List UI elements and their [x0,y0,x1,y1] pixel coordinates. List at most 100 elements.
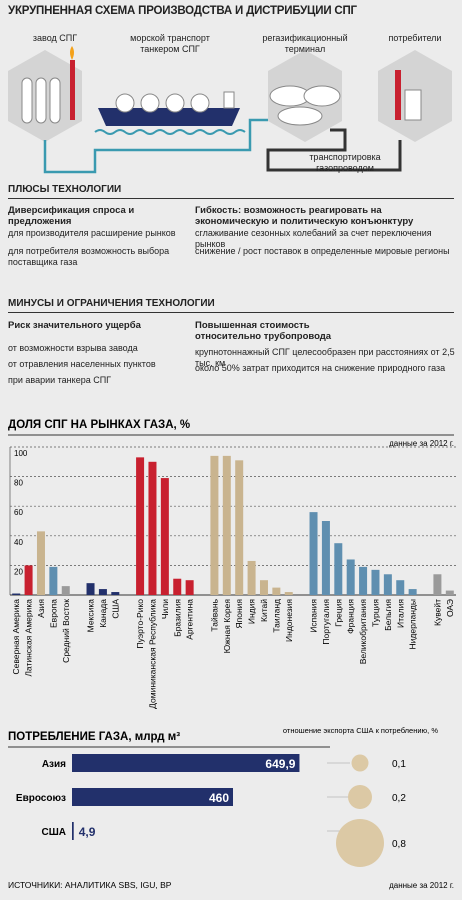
bar [396,580,405,595]
bar [309,512,318,595]
x-tick-label: Индонезия [284,599,294,642]
node-label: морской транспорт танкером СПГ [130,33,210,54]
section-title: МИНУСЫ И ОГРАНИЧЕНИЯ ТЕХНОЛОГИИ [8,298,215,309]
x-tick-label: США [110,599,120,619]
bar [433,574,442,595]
value-label: 4,9 [79,825,96,839]
item: при аварии танкера СПГ [8,375,112,385]
category-label: Азия [42,759,66,770]
bubble-title: отношение экспорта США к потреблению, % [283,726,438,735]
x-tick-label: Китай [259,599,269,622]
source: ИСТОЧНИКИ: АНАЛИТИКА SBS, IGU, BP [8,880,172,890]
x-tick-label: Бразилия [172,599,182,637]
x-tick-label: Европа [48,599,58,628]
value-label: 649,9 [265,757,295,771]
bubble-label: 0,8 [392,839,406,850]
bubble-label: 0,2 [392,793,406,804]
value-label: 460 [209,791,229,805]
bar [346,559,355,595]
bar [12,593,21,595]
bar [86,583,95,595]
bar [445,590,454,595]
item: для потребителя возможность выбора поста… [8,246,170,267]
bar [72,822,74,840]
bar [61,586,70,595]
bar [247,560,256,595]
note: данные за 2012 г. [389,439,454,448]
bar [408,589,417,595]
bar [284,592,293,595]
x-tick-label: Нидерланды [408,599,418,649]
item: от отравления населенных пунктов [8,359,156,369]
category-label: США [42,827,67,838]
x-tick-label: Греция [333,599,343,627]
footer-note: данные за 2012 г. [389,881,454,890]
bar [185,580,194,595]
bar [72,754,300,772]
bubble [351,754,369,772]
bar [173,578,182,595]
x-tick-label: Азия [36,599,46,618]
title: УКРУПНЕННАЯ СХЕМА ПРОИЗВОДСТВА И ДИСТРИБ… [8,5,357,17]
x-tick-label: Средний Восток [61,599,71,663]
x-tick-label: Испания [309,599,319,633]
bar [222,455,231,595]
subheading: Диверсификация спроса и предложения [8,205,135,227]
item: снижение / рост поставок в определенные … [195,246,450,256]
x-tick-label: Франция [346,599,356,634]
y-tick-label: 80 [14,479,23,488]
bar [321,521,330,595]
bar [272,587,281,595]
x-tick-label: Латинская Америка [24,599,34,677]
node-label: завод СПГ [32,33,78,43]
node-label: регазификационный терминал [262,33,348,54]
bar [24,565,33,595]
chart-title: ПОТРЕБЛЕНИЕ ГАЗА, млрд м³ [8,731,180,743]
bar [235,460,244,595]
charts: ДОЛЯ СПГ НА РЫНКАХ ГАЗА, % данные за 2012… [8,419,456,890]
bar [98,589,107,595]
item: сглаживание сезонных колебаний за счет п… [195,228,432,249]
x-tick-label: Индия [247,599,257,625]
x-tick-label: Португалия [321,599,331,645]
bar [111,592,120,595]
node-label: транспортировка газопроводом [309,152,381,173]
category-label: Евросоюз [16,793,66,804]
bar [210,455,219,595]
x-tick-label: Кувейт [432,599,442,626]
bar [136,457,145,595]
bar [334,543,343,595]
bar [49,566,58,595]
item: для производителя расширение рынков [8,228,176,238]
x-tick-label: Япония [234,599,244,629]
y-tick-label: 60 [14,508,23,517]
x-tick-label: Аргентина [185,599,195,640]
subheading: Повышенная стоимость относительно трубоп… [195,320,332,342]
chart-title: ДОЛЯ СПГ НА РЫНКАХ ГАЗА, % [8,419,190,431]
x-tick-label: Италия [395,599,405,628]
subheading: Гибкость: возможность реагировать на эко… [195,205,414,227]
bubble [348,785,372,809]
bar [359,566,368,595]
x-tick-label: Бельгия [383,599,393,631]
bar [36,531,45,595]
x-tick-label: Доминиканская Республика [147,599,157,709]
item: крупнотоннажный СПГ целесообразен при ра… [195,347,455,368]
x-tick-label: Таиланд [271,599,281,633]
y-tick-label: 40 [14,538,23,547]
item: около 50% затрат приходится на снижение … [195,363,446,373]
x-tick-label: Северная Америка [11,599,21,675]
bar [72,788,233,806]
x-tick-label: Турция [370,599,380,627]
y-tick-label: 20 [14,567,23,576]
bubble-label: 0,1 [392,759,406,770]
x-tick-label: ОАЭ [445,599,455,617]
x-tick-label: Великобритания [358,599,368,665]
x-tick-label: Южная Корея [222,599,232,654]
scheme [8,46,452,174]
bar [259,580,268,595]
section-title: ПЛЮСЫ ТЕХНОЛОГИИ [8,184,122,195]
x-tick-label: Канада [98,599,108,628]
x-tick-label: Пуэрто-Рико [135,599,145,649]
